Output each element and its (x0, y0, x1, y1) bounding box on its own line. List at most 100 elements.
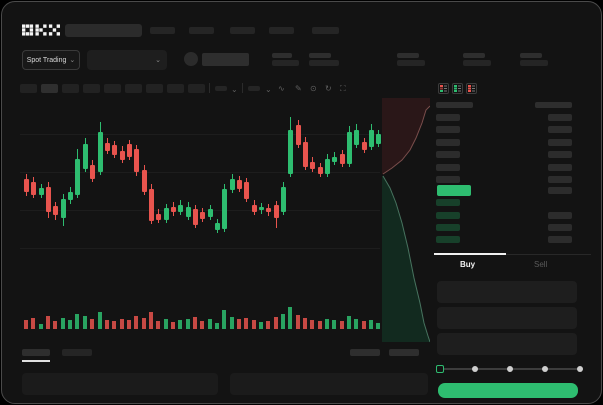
indicator-selector[interactable] (248, 86, 260, 91)
buy-button[interactable] (438, 383, 578, 398)
volume-bar (369, 320, 373, 329)
volume-bar (281, 314, 285, 329)
volume-bar (120, 319, 124, 329)
indicator-wave-icon[interactable]: ∿ (278, 84, 285, 93)
timeframe-button[interactable] (104, 84, 121, 93)
toolbar-divider (242, 83, 243, 93)
candle-body (259, 207, 264, 210)
orderbook-ask-row-price-bar[interactable] (436, 126, 460, 133)
nav-item[interactable] (269, 27, 294, 34)
orderbook-bids-view-icon[interactable] (452, 83, 463, 94)
timeframe-button[interactable] (125, 84, 142, 93)
orders-panel-placeholder (22, 373, 218, 395)
tab-buy[interactable]: Buy (460, 260, 476, 269)
volume-bar (274, 317, 278, 329)
market-type-selector[interactable]: Spot Trading ⌄ (22, 50, 80, 70)
bottom-tab-active[interactable] (22, 349, 50, 356)
candle-body (171, 207, 176, 212)
candle-body (310, 162, 315, 169)
volume-bar (340, 321, 344, 329)
candle-body (68, 192, 73, 200)
volume-bar (178, 320, 182, 329)
timeframe-button[interactable] (20, 84, 37, 93)
volume-bar (362, 321, 366, 329)
volume-bar (303, 318, 307, 329)
orderbook-ask-row-amount-bar (548, 139, 572, 146)
orderbook-combined-view-icon[interactable] (438, 83, 449, 94)
orderbook-ask-row-price-bar[interactable] (436, 164, 460, 171)
candle-body (369, 130, 374, 147)
camera-icon[interactable]: ⊙ (310, 84, 317, 93)
stat-label (272, 53, 292, 58)
volume-bar (112, 321, 116, 329)
orderbook-asks-view-icon[interactable] (466, 83, 477, 94)
timeframe-button[interactable] (146, 84, 163, 93)
candle-body (24, 179, 29, 192)
timeframe-button[interactable] (83, 84, 100, 93)
orderbook-ask-row-price-bar[interactable] (436, 151, 460, 158)
candle-body (149, 189, 154, 221)
nav-item[interactable] (312, 27, 339, 34)
volume-bar (61, 318, 65, 329)
volume-bar (318, 321, 322, 329)
chart-range-button[interactable] (389, 349, 419, 356)
volume-bar (347, 316, 351, 329)
total-input[interactable] (437, 333, 577, 355)
chevron-down-icon[interactable]: ⌄ (231, 85, 238, 94)
history-panel-placeholder (230, 373, 428, 395)
draw-pencil-icon[interactable]: ✎ (295, 84, 302, 93)
orderbook-bid-row-price-bar[interactable] (436, 236, 460, 243)
chart-range-button[interactable] (350, 349, 380, 356)
candle-body (83, 144, 88, 169)
orderbook-ask-row-amount-bar (548, 151, 572, 158)
chevron-down-icon: ⌄ (155, 56, 161, 64)
slider-step-dot[interactable] (577, 366, 583, 372)
candle-body (274, 205, 279, 218)
fullscreen-icon[interactable]: ⛶ (340, 84, 346, 93)
chart-type-selector[interactable] (215, 86, 227, 91)
timeframe-button[interactable] (188, 84, 205, 93)
slider-step-dot[interactable] (542, 366, 548, 372)
orderbook-bid-row-price-bar[interactable] (436, 212, 460, 219)
nav-item[interactable] (150, 27, 175, 34)
candle-body (252, 205, 257, 212)
slider-step-dot[interactable] (507, 366, 513, 372)
orderbook-ask-row-price-bar[interactable] (436, 114, 460, 121)
chevron-down-icon[interactable]: ⌄ (265, 85, 272, 94)
candle-body (186, 207, 191, 217)
nav-item[interactable] (189, 27, 214, 34)
orderbook-amount-bar (548, 187, 572, 194)
candle-body (332, 157, 337, 162)
timeframe-button[interactable] (167, 84, 184, 93)
volume-bar (376, 323, 380, 329)
timeframe-button-active[interactable] (41, 84, 58, 93)
buy-tab-underline (434, 253, 506, 255)
nav-item[interactable] (230, 27, 255, 34)
price-input[interactable] (437, 281, 577, 303)
okx-logo-icon (22, 24, 60, 36)
bottom-tab[interactable] (62, 349, 92, 356)
refresh-icon[interactable]: ↻ (325, 84, 332, 93)
tab-sell[interactable]: Sell (534, 260, 548, 269)
amount-input[interactable] (437, 307, 577, 329)
orderbook-ask-row-amount-bar (548, 164, 572, 171)
timeframe-button[interactable] (62, 84, 79, 93)
volume-bar (288, 307, 292, 329)
chevron-down-icon: ⌄ (69, 56, 76, 64)
orderbook-bid-row-price-bar[interactable] (436, 199, 460, 206)
last-price-badge[interactable] (437, 185, 471, 196)
slider-handle[interactable] (436, 365, 444, 373)
volume-bar (39, 324, 43, 329)
orderbook-ask-row-price-bar[interactable] (436, 176, 460, 183)
candle-body (178, 205, 183, 212)
candle-body (303, 142, 308, 167)
search-input[interactable] (65, 24, 142, 37)
orderbook-ask-row-price-bar[interactable] (436, 139, 460, 146)
slider-step-dot[interactable] (472, 366, 478, 372)
volume-bar (296, 315, 300, 329)
volume-bar (325, 319, 329, 329)
pair-selector-dropdown[interactable]: ⌄ (87, 50, 167, 70)
orderbook-bid-row-price-bar[interactable] (436, 224, 460, 231)
candle-body (244, 182, 249, 199)
